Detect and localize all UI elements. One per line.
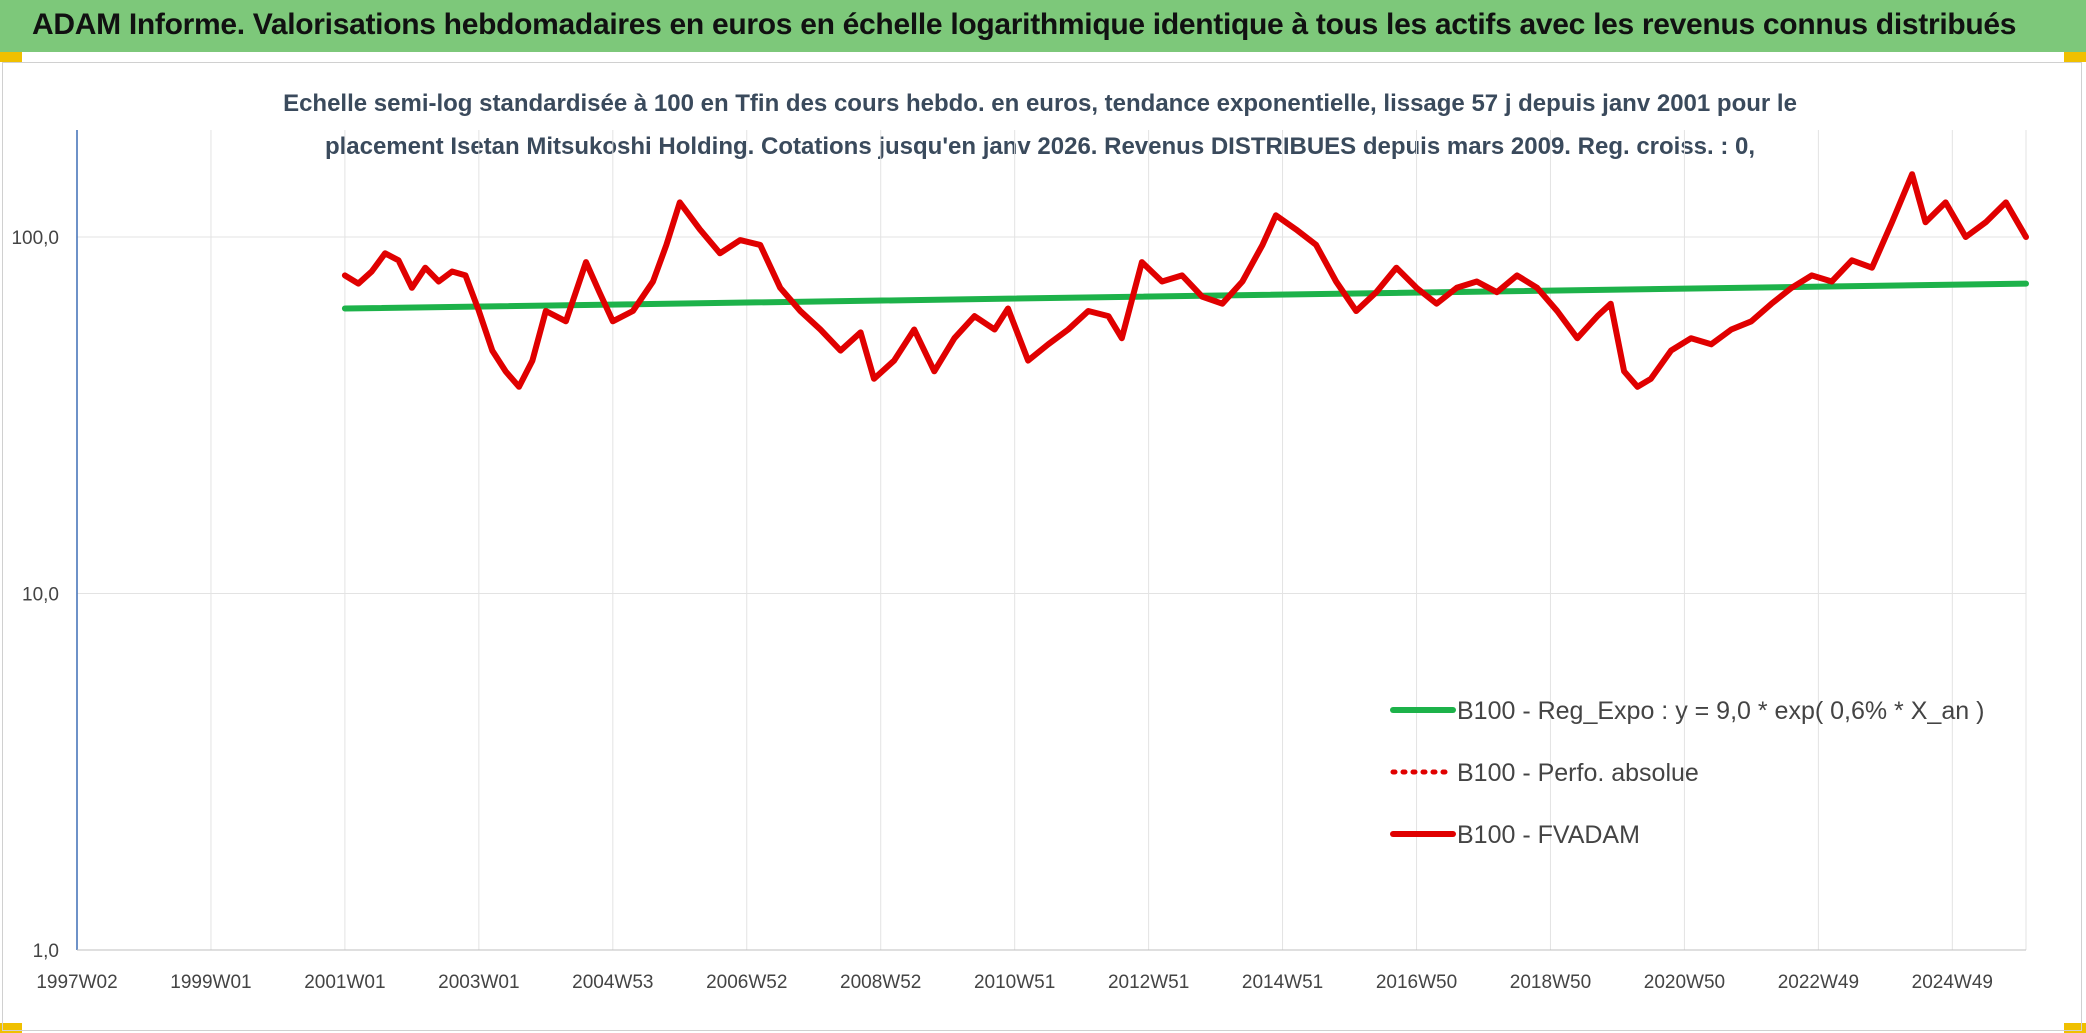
x-tick-label: 2010W51 — [974, 972, 1055, 993]
x-tick-label: 2001W01 — [304, 972, 385, 993]
x-tick-label: 1997W02 — [36, 972, 117, 993]
series-line-0 — [341, 280, 2029, 312]
series-line-2 — [341, 171, 2029, 390]
x-tick-label: 2020W50 — [1644, 972, 1725, 993]
x-tick-label: 2003W01 — [438, 972, 519, 993]
y-tick-label: 100,0 — [11, 228, 59, 249]
corner-marker-top-left — [0, 52, 22, 62]
legend-label-2: B100 - FVADAM — [1457, 821, 1640, 849]
corner-marker-bottom-left — [0, 1023, 22, 1033]
x-tick-label: 2024W49 — [1912, 972, 1993, 993]
x-tick-label: 2004W53 — [572, 972, 653, 993]
x-tick-label: 2008W52 — [840, 972, 921, 993]
x-tick-label: 2012W51 — [1108, 972, 1189, 993]
corner-marker-bottom-right — [2064, 1023, 2086, 1033]
chart-title-line-1: Echelle semi-log standardisée à 100 en T… — [283, 90, 1797, 117]
report-title: ADAM Informe. Valorisations hebdomadaire… — [32, 8, 2017, 41]
x-tick-label: 2016W50 — [1376, 972, 1457, 993]
x-tick-label: 1999W01 — [170, 972, 251, 993]
y-tick-label: 10,0 — [22, 584, 59, 605]
x-tick-label: 2006W52 — [706, 972, 787, 993]
header-banner: ADAM Informe. Valorisations hebdomadaire… — [0, 0, 2086, 52]
chart-frame — [2, 62, 2082, 1031]
x-tick-label: 2022W49 — [1778, 972, 1859, 993]
legend-label-0: B100 - Reg_Expo : y = 9,0 * exp( 0,6% * … — [1457, 697, 1984, 725]
legend-label-1: B100 - Perfo. absolue — [1457, 759, 1699, 787]
chart-title-line-2: placement Isetan Mitsukoshi Holding. Cot… — [324, 133, 1756, 160]
corner-marker-top-right — [2064, 52, 2086, 62]
x-tick-label: 2014W51 — [1242, 972, 1323, 993]
y-tick-label: 1,0 — [33, 941, 59, 962]
x-tick-label: 2018W50 — [1510, 972, 1591, 993]
